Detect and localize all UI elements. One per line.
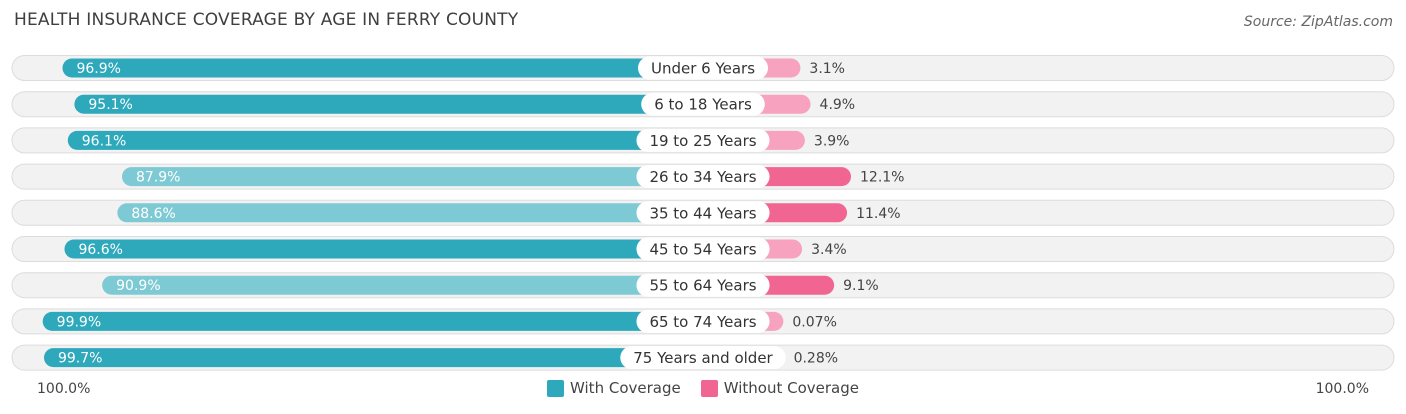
source-label: Source: ZipAtlas.com: [1243, 14, 1393, 30]
chart-row: 95.1% 4.9% 6 to 18 Years: [11, 91, 1395, 118]
bar-label-without-coverage: 11.4%: [856, 206, 900, 222]
legend-swatch-with: [547, 379, 565, 397]
bar-label-without-coverage: 3.9%: [814, 133, 850, 149]
bar-with-coverage[interactable]: [64, 239, 703, 259]
category-label: 26 to 34 Years: [649, 168, 756, 186]
chart-title: HEALTH INSURANCE COVERAGE BY AGE IN FERR…: [14, 10, 519, 30]
legend-swatch-without: [700, 379, 718, 397]
category-label: 65 to 74 Years: [649, 313, 756, 331]
legend-item-without-coverage[interactable]: Without Coverage: [700, 379, 859, 397]
bar-label-with-coverage: 96.6%: [78, 242, 122, 258]
chart-row: 90.9% 9.1% 55 to 64 Years: [11, 272, 1395, 299]
bar-label-with-coverage: 95.1%: [88, 97, 132, 113]
category-pill: [636, 237, 770, 261]
category-pill: [636, 128, 770, 152]
bar-label-with-coverage: 90.9%: [116, 278, 160, 294]
category-label: 35 to 44 Years: [649, 204, 756, 222]
category-label: 75 Years and older: [633, 349, 773, 367]
category-pill: [636, 309, 770, 333]
bar-label-without-coverage: 3.4%: [811, 242, 847, 258]
bar-with-coverage[interactable]: [67, 130, 704, 150]
category-label: 6 to 18 Years: [654, 96, 752, 114]
bar-with-coverage[interactable]: [74, 94, 704, 114]
legend-label-with: With Coverage: [570, 379, 681, 397]
chart-row: 96.9% 3.1% Under 6 Years: [11, 55, 1395, 81]
bar-label-with-coverage: 87.9%: [136, 170, 180, 186]
category-pill: [641, 92, 765, 116]
chart-row: 88.6% 11.4% 35 to 44 Years: [11, 199, 1395, 226]
axis-left-label: 100.0%: [37, 381, 91, 397]
bar-label-with-coverage: 99.7%: [58, 351, 102, 367]
bar-label-with-coverage: 88.6%: [131, 206, 175, 222]
bar-with-coverage[interactable]: [62, 58, 703, 78]
bar-with-coverage[interactable]: [43, 348, 703, 368]
category-pill: [636, 273, 770, 297]
category-pill: [636, 201, 770, 225]
bar-label-without-coverage: 0.28%: [794, 351, 838, 367]
category-pill: [620, 346, 786, 370]
category-label: 19 to 25 Years: [649, 132, 756, 150]
category-label: 55 to 64 Years: [649, 277, 756, 295]
category-label: Under 6 Years: [651, 60, 755, 78]
bar-label-without-coverage: 0.07%: [792, 314, 836, 330]
chart-row: 99.9% 0.07% 65 to 74 Years: [11, 308, 1395, 335]
chart-row: 99.7% 0.28% 75 Years and older: [11, 344, 1395, 371]
legend-item-with-coverage[interactable]: With Coverage: [547, 379, 681, 397]
bar-label-without-coverage: 4.9%: [820, 97, 856, 113]
bar-with-coverage[interactable]: [42, 311, 703, 331]
bar-label-without-coverage: 12.1%: [860, 170, 904, 186]
bar-with-coverage[interactable]: [121, 167, 703, 187]
legend-label-without: Without Coverage: [723, 379, 859, 397]
chart-row: 96.1% 3.9% 19 to 25 Years: [11, 127, 1395, 154]
bar-with-coverage[interactable]: [117, 203, 703, 223]
bar-with-coverage[interactable]: [102, 275, 703, 295]
chart-row: 96.6% 3.4% 45 to 54 Years: [11, 236, 1395, 262]
bar-label-without-coverage: 3.1%: [809, 61, 845, 77]
bar-label-without-coverage: 9.1%: [843, 278, 879, 294]
bar-label-with-coverage: 96.1%: [82, 133, 126, 149]
category-pill: [636, 165, 770, 189]
bar-label-with-coverage: 96.9%: [76, 61, 120, 77]
chart-row: 87.9% 12.1% 26 to 34 Years: [11, 163, 1395, 190]
category-pill: [637, 56, 769, 80]
legend: With Coverage Without Coverage: [0, 379, 1406, 397]
bar-label-with-coverage: 99.9%: [57, 314, 101, 330]
axis-right-label: 100.0%: [1315, 381, 1369, 397]
category-label: 45 to 54 Years: [649, 241, 756, 259]
